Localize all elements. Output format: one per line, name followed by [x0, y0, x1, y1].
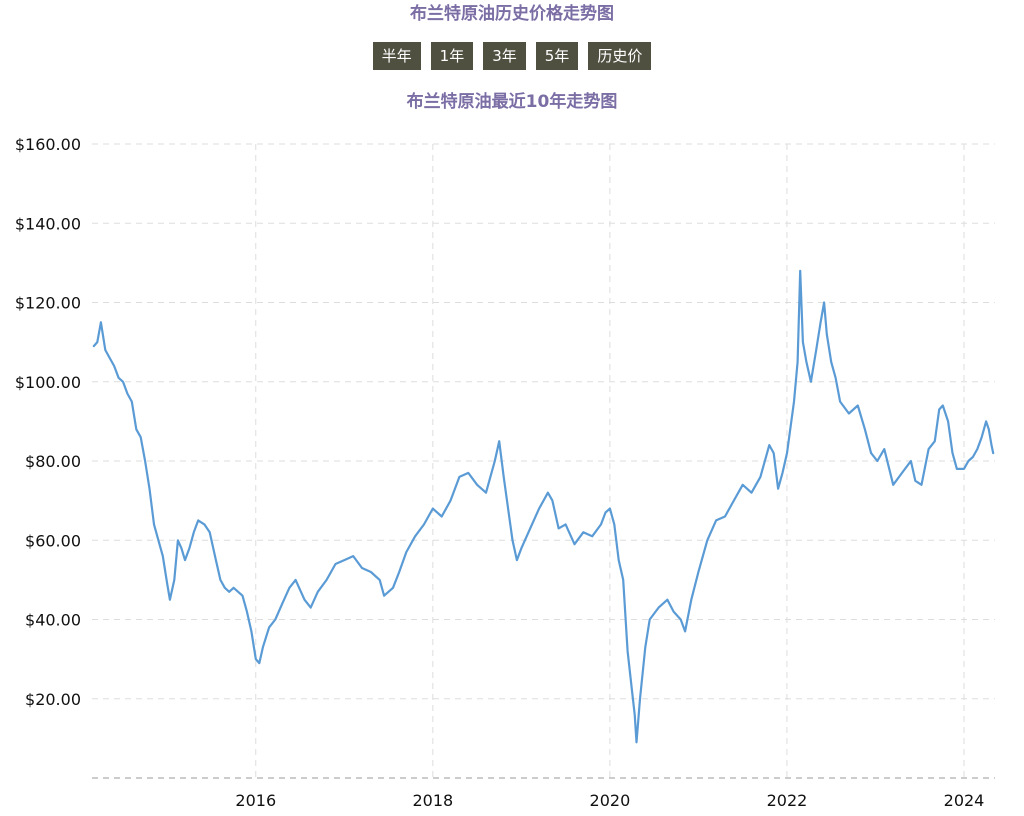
price-series-line [92, 269, 995, 744]
grid-lines [92, 143, 995, 779]
y-tick-label: $80.00 [25, 452, 81, 471]
range-tab-1-year[interactable]: 1年 [430, 42, 474, 70]
x-tick-label: 2024 [944, 791, 985, 810]
range-tab-5-year[interactable]: 5年 [535, 42, 579, 70]
axis-labels: $20.00 $40.00 $60.00 $80.00 $100.00 $120.00 $1… [15, 135, 985, 810]
x-tick-label: 2016 [235, 791, 276, 810]
page-title: 布兰特原油历史价格走势图 [410, 4, 614, 24]
x-tick-label: 2018 [412, 791, 453, 810]
x-tick-label: 2022 [767, 791, 808, 810]
y-tick-label: $100.00 [15, 373, 81, 392]
y-tick-label: $60.00 [25, 531, 81, 550]
y-tick-label: $20.00 [25, 690, 81, 709]
range-tab-half-year[interactable]: 半年 [372, 42, 421, 70]
x-tick-label: 2020 [590, 791, 631, 810]
range-tab-history[interactable]: 历史价 [588, 42, 652, 70]
y-tick-label: $120.00 [15, 294, 81, 313]
y-tick-label: $140.00 [15, 214, 81, 233]
y-tick-label: $160.00 [15, 135, 81, 154]
y-tick-label: $40.00 [25, 611, 81, 630]
range-tab-bar: 半年 1年 3年 5年 历史价 [0, 42, 1024, 70]
chart-subtitle: 布兰特原油最近10年走势图 [406, 92, 618, 112]
range-tab-3-year[interactable]: 3年 [483, 42, 526, 70]
series-layer [92, 269, 995, 744]
